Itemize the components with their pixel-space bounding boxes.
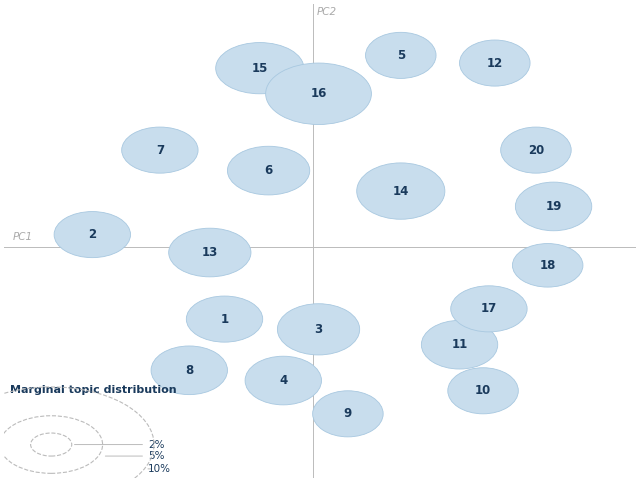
Ellipse shape [500,127,571,173]
Text: 16: 16 [310,87,326,100]
Ellipse shape [421,321,498,369]
Text: 9: 9 [344,407,352,420]
Text: 4: 4 [279,374,287,387]
Ellipse shape [515,182,592,231]
Text: 5%: 5% [148,451,164,461]
Ellipse shape [277,304,360,355]
Ellipse shape [151,346,227,395]
Text: 11: 11 [451,338,468,351]
Ellipse shape [186,296,262,342]
Ellipse shape [245,356,321,405]
Text: 13: 13 [202,246,218,259]
Text: 2: 2 [88,228,97,241]
Text: 1: 1 [220,313,228,325]
Ellipse shape [356,163,445,219]
Ellipse shape [122,127,198,173]
Text: 8: 8 [185,364,193,377]
Text: PC1: PC1 [13,232,33,242]
Ellipse shape [313,391,383,437]
Ellipse shape [216,42,304,94]
Ellipse shape [513,243,583,287]
Ellipse shape [266,63,371,124]
Ellipse shape [54,212,131,258]
Ellipse shape [451,286,527,332]
Text: 12: 12 [486,56,503,69]
Ellipse shape [448,368,518,414]
Text: 5: 5 [397,49,405,62]
Text: 15: 15 [252,62,268,75]
Ellipse shape [460,40,530,86]
Text: 10%: 10% [148,464,171,474]
Text: 20: 20 [528,144,544,157]
Ellipse shape [227,146,310,195]
Text: 18: 18 [540,259,556,272]
Ellipse shape [169,228,251,277]
Text: 3: 3 [314,323,323,336]
Text: 6: 6 [264,164,273,177]
Text: 19: 19 [545,200,562,213]
Text: 2%: 2% [148,440,164,450]
Text: 10: 10 [475,384,491,397]
Text: 17: 17 [481,302,497,315]
Text: Marginal topic distribution: Marginal topic distribution [10,385,177,395]
Text: 14: 14 [392,185,409,198]
Text: PC2: PC2 [317,7,337,17]
Ellipse shape [365,32,436,79]
Text: 7: 7 [156,144,164,157]
